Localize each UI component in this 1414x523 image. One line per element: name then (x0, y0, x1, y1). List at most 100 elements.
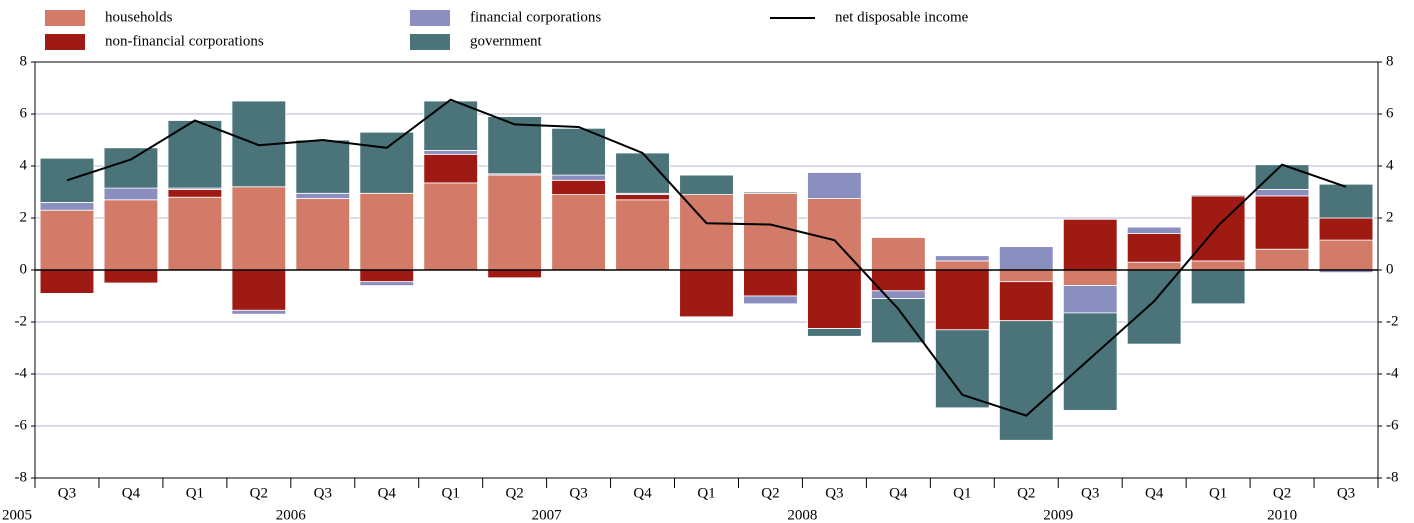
bar (1190, 269, 1246, 305)
x-tick-label: Q2 (1017, 485, 1035, 501)
bar (1062, 312, 1118, 411)
y-tick-label: 4 (20, 157, 28, 173)
bar (551, 179, 606, 196)
legend-label: households (105, 9, 173, 25)
bar (1190, 195, 1246, 262)
bar (1190, 260, 1246, 271)
bar (1062, 269, 1118, 287)
bar (1318, 217, 1374, 241)
x-year-label: 2005 (2, 507, 32, 523)
bar (807, 328, 862, 337)
bar (487, 174, 542, 271)
legend-swatch (410, 34, 450, 50)
legend-label: government (470, 33, 542, 49)
bar (103, 187, 159, 201)
bar (743, 295, 798, 305)
y-tick-label: -2 (15, 313, 28, 329)
y-tick-label-right: 0 (1386, 261, 1394, 277)
bar (487, 116, 542, 175)
bar (103, 269, 159, 284)
bar (1254, 188, 1310, 197)
bar (231, 186, 287, 271)
bar (743, 269, 798, 297)
x-tick-label: Q4 (122, 485, 141, 501)
bar (1254, 195, 1310, 250)
x-tick-label: Q2 (761, 485, 779, 501)
y-tick-label: -4 (15, 365, 28, 381)
x-year-label: 2007 (532, 507, 563, 523)
bar (615, 199, 670, 271)
bar (359, 131, 414, 194)
bar (1254, 248, 1310, 271)
bar (295, 198, 351, 271)
y-tick-label-right: 4 (1386, 157, 1394, 173)
x-tick-label: Q1 (1209, 485, 1227, 501)
bar (679, 174, 734, 196)
y-tick-label: 8 (20, 53, 28, 69)
legend-swatch (410, 10, 450, 26)
y-tick-label-right: -2 (1386, 313, 1399, 329)
bar (103, 147, 159, 189)
bar (935, 255, 990, 262)
x-tick-label: Q3 (569, 485, 587, 501)
legend-swatch (45, 10, 85, 26)
bar (871, 237, 926, 271)
y-tick-label-right: 2 (1386, 209, 1394, 225)
bar (871, 290, 926, 299)
bar (1318, 183, 1374, 219)
y-tick-label-right: -6 (1386, 417, 1399, 433)
legend-label: non-financial corporations (105, 33, 264, 49)
x-tick-label: Q3 (1337, 485, 1355, 501)
bar (103, 199, 159, 271)
x-tick-label: Q1 (442, 485, 460, 501)
y-tick-label-right: -8 (1386, 469, 1399, 485)
x-tick-label: Q2 (505, 485, 523, 501)
y-tick-label: 0 (20, 261, 28, 277)
bar (1062, 218, 1118, 271)
bar (1126, 261, 1182, 271)
bar (1126, 269, 1182, 345)
x-tick-label: Q4 (889, 485, 908, 501)
x-tick-label: Q3 (314, 485, 332, 501)
bar (743, 192, 798, 271)
bar (359, 281, 414, 287)
x-year-label: 2009 (1043, 507, 1073, 523)
bar (487, 269, 542, 279)
bar (551, 194, 606, 271)
bar (359, 269, 414, 283)
bar (871, 298, 926, 344)
x-year-label: 2010 (1267, 507, 1297, 523)
y-tick-label: -8 (15, 469, 28, 485)
y-tick-label-right: 8 (1386, 53, 1394, 69)
x-tick-label: Q4 (1145, 485, 1164, 501)
bar (39, 201, 95, 211)
bar (1126, 226, 1182, 235)
y-tick-label: -6 (15, 417, 28, 433)
bar (1318, 239, 1374, 271)
bar (1062, 285, 1118, 314)
line (66, 98, 1347, 417)
legend-label: financial corporations (470, 9, 601, 25)
bar (295, 139, 351, 194)
y-tick-label-right: 6 (1386, 105, 1394, 121)
x-year-label: 2006 (276, 507, 307, 523)
bar (39, 269, 95, 294)
x-tick-label: Q3 (825, 485, 843, 501)
x-tick-label: Q3 (58, 485, 76, 501)
x-tick-label: Q1 (953, 485, 971, 501)
x-tick-label: Q1 (697, 485, 715, 501)
bar (423, 182, 478, 271)
bar (551, 127, 606, 176)
plot-frame (34, 61, 1379, 479)
bar (551, 174, 606, 181)
bar (167, 120, 223, 189)
bar (615, 194, 670, 201)
x-tick-label: Q4 (633, 485, 652, 501)
bar (935, 260, 990, 271)
bar (1254, 164, 1310, 190)
x-year-label: 2008 (787, 507, 817, 523)
bar (39, 209, 95, 271)
x-tick-label: Q4 (378, 485, 397, 501)
legend-label: net disposable income (835, 9, 969, 25)
